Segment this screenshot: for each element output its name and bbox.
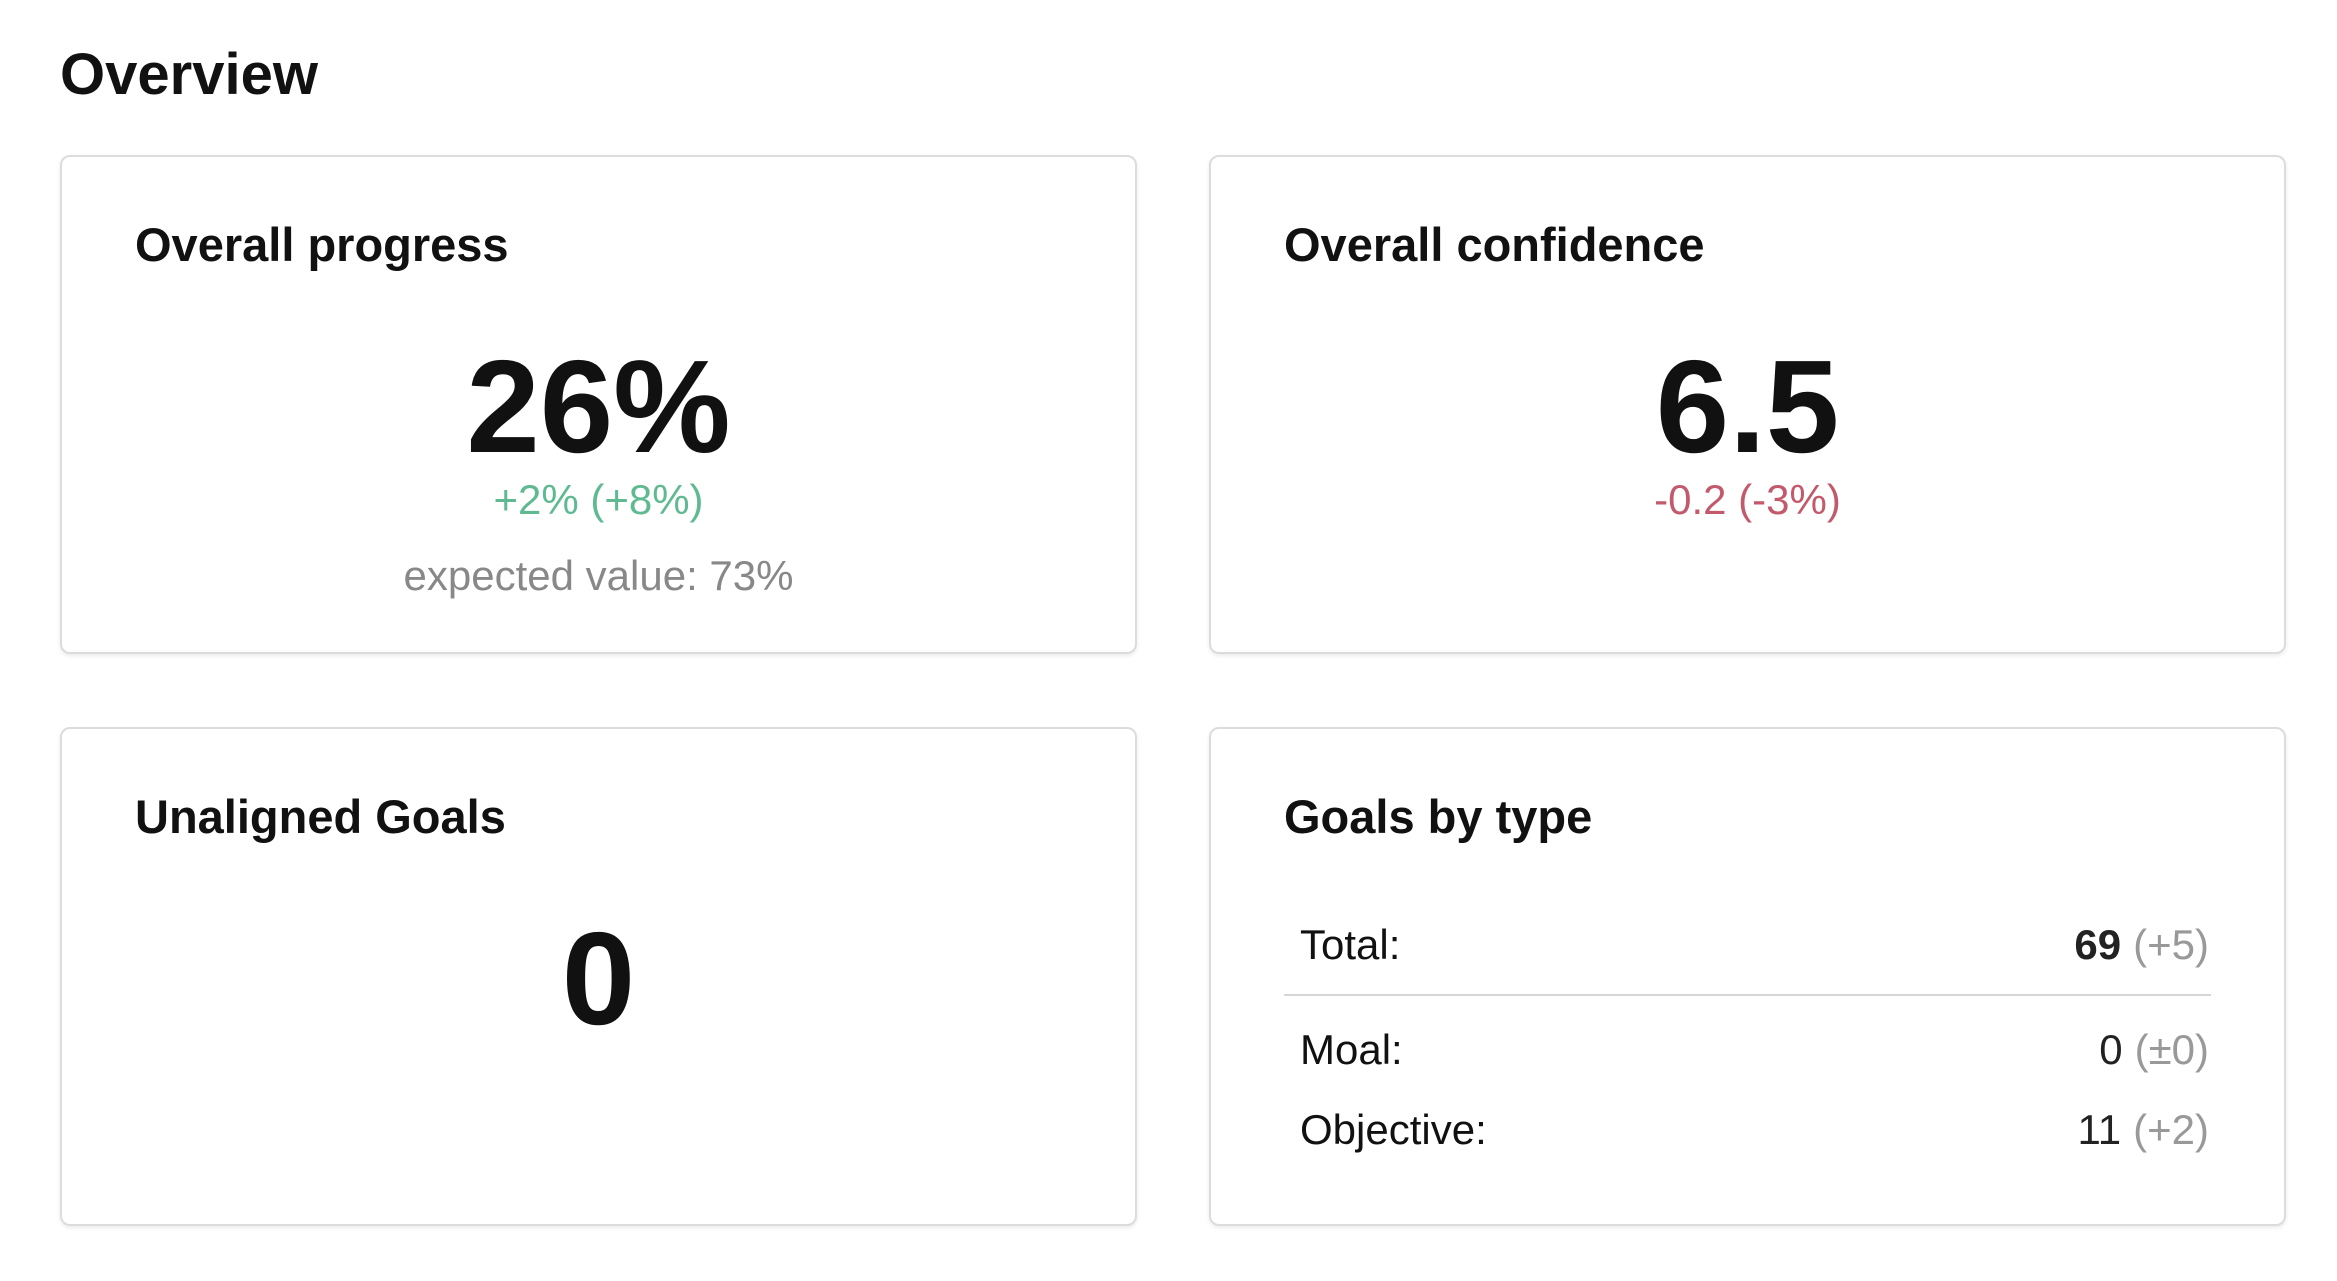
card: Unaligned Goals 0: [60, 727, 1137, 1226]
expected-value: expected value: 73%: [403, 552, 794, 599]
goal-label: Moal:: [1300, 1026, 1403, 1073]
goal-label: Objective:: [1300, 1106, 1487, 1153]
card-title: Overall confidence: [1284, 218, 1705, 271]
card: Goals by type Total: 69 (+5) Moal: 0 (±0) Objec…: [1209, 727, 2286, 1226]
goal-count: 11: [2077, 1106, 2122, 1153]
delta: -0.2 (-3%): [1654, 476, 1841, 523]
card-title: Unaligned Goals: [135, 790, 506, 843]
goal-change: (+2): [2133, 1106, 2209, 1153]
card: Overall progress 26% +2% (+8%) expected val…: [60, 155, 1137, 654]
big-value: 26%: [466, 333, 731, 480]
goal-count: 69: [2074, 921, 2122, 968]
goal-row: Total: 69 (+5): [1284, 896, 2211, 996]
big-value: 6.5: [1655, 333, 1840, 480]
goal-change: (+5): [2133, 921, 2209, 968]
big-value: 0: [561, 905, 636, 1052]
goal-count: 0: [2099, 1026, 2123, 1073]
page-title: Overview: [60, 42, 318, 107]
goals-table: Total: 69 (+5) Moal: 0 (±0) Objective: 11 (+2): [1284, 896, 2211, 1170]
delta: +2% (+8%): [493, 476, 704, 523]
goal-row: Objective: 11 (+2): [1284, 1090, 2211, 1170]
goal-count-wrap: 11 (+2): [2078, 1106, 2209, 1154]
card: Overall confidence 6.5 -0.2 (-3%): [1209, 155, 2286, 654]
goal-row: Moal: 0 (±0): [1284, 1010, 2211, 1090]
card-title: Goals by type: [1284, 790, 1593, 843]
goal-count-wrap: 69 (+5): [2074, 921, 2209, 969]
card-title: Overall progress: [135, 218, 509, 271]
goal-change: (±0): [2134, 1026, 2209, 1073]
goal-count-wrap: 0 (±0): [2099, 1026, 2209, 1074]
goal-label: Total:: [1300, 921, 1401, 968]
